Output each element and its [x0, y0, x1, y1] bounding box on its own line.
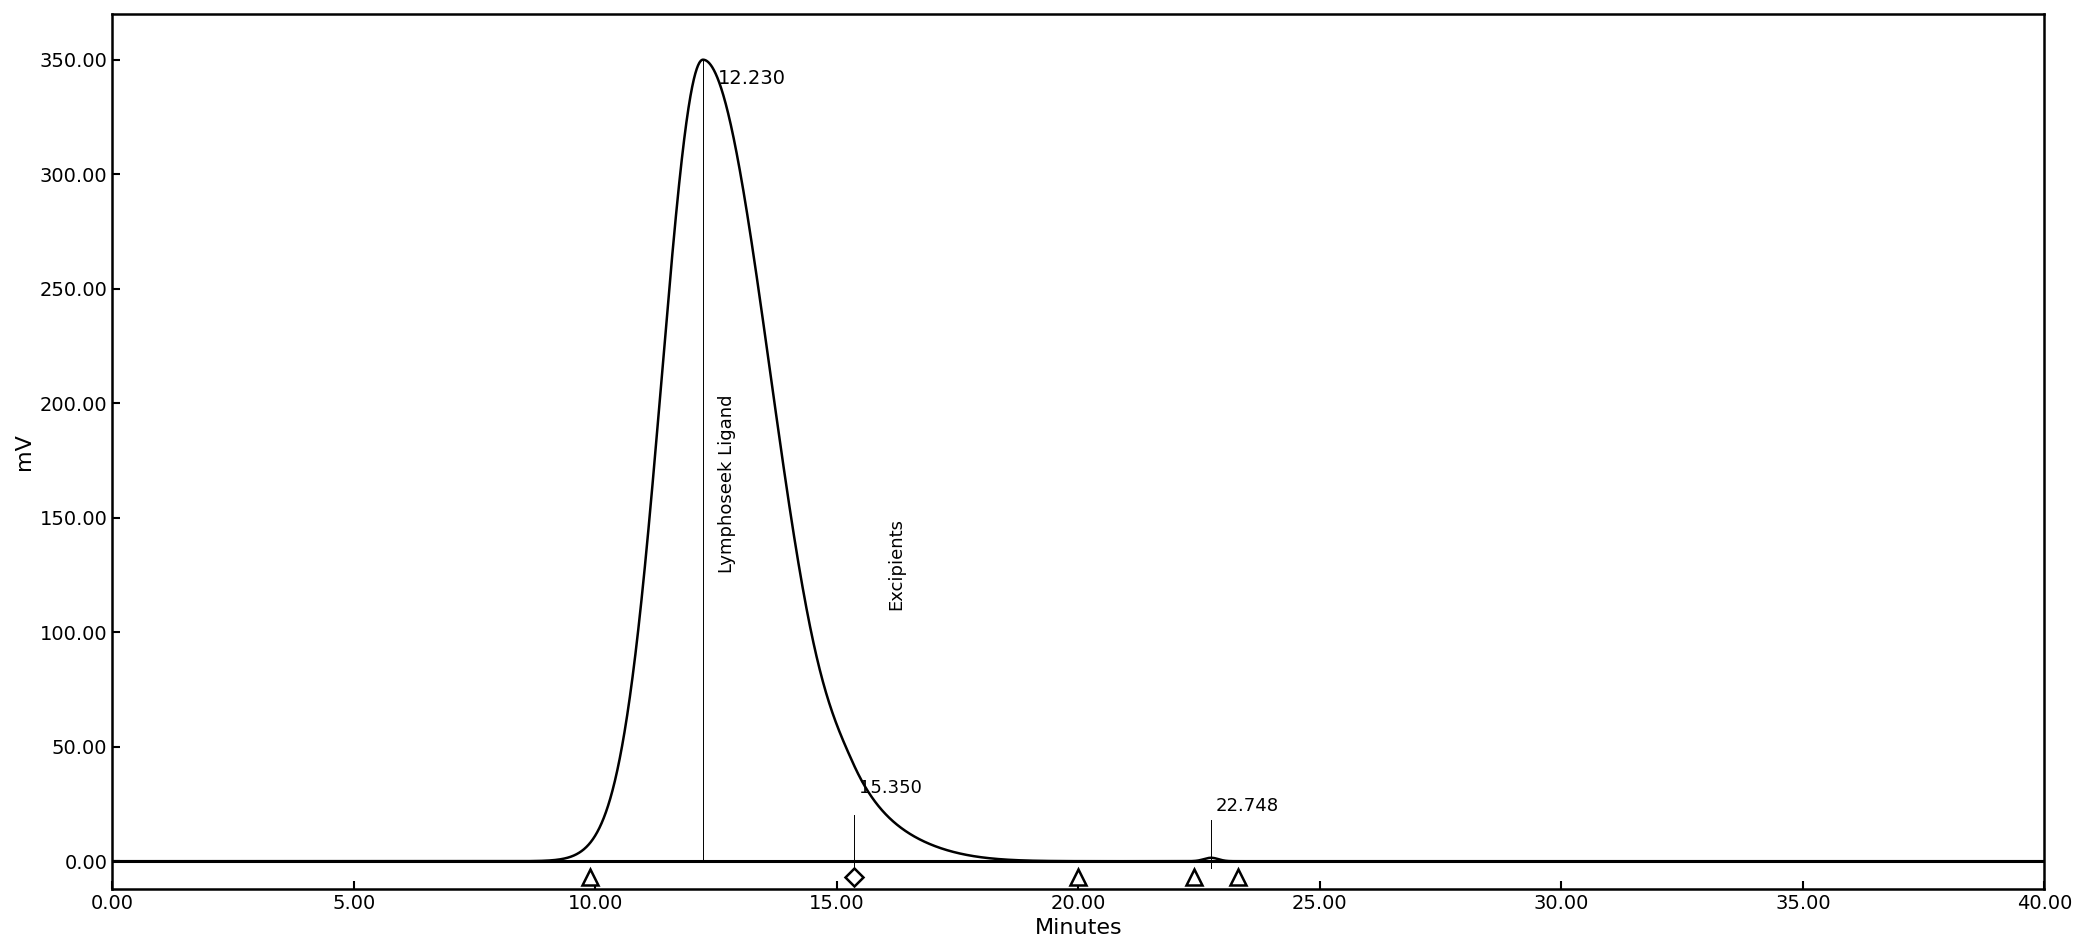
Text: 22.748: 22.748	[1216, 798, 1279, 816]
Text: 15.350: 15.350	[859, 779, 922, 797]
Text: Excipients: Excipients	[887, 518, 905, 609]
Y-axis label: mV: mV	[15, 433, 33, 469]
X-axis label: Minutes: Minutes	[1035, 918, 1122, 938]
Text: Lymphoseek Ligand: Lymphoseek Ligand	[718, 394, 736, 572]
Text: 12.230: 12.230	[718, 69, 786, 88]
